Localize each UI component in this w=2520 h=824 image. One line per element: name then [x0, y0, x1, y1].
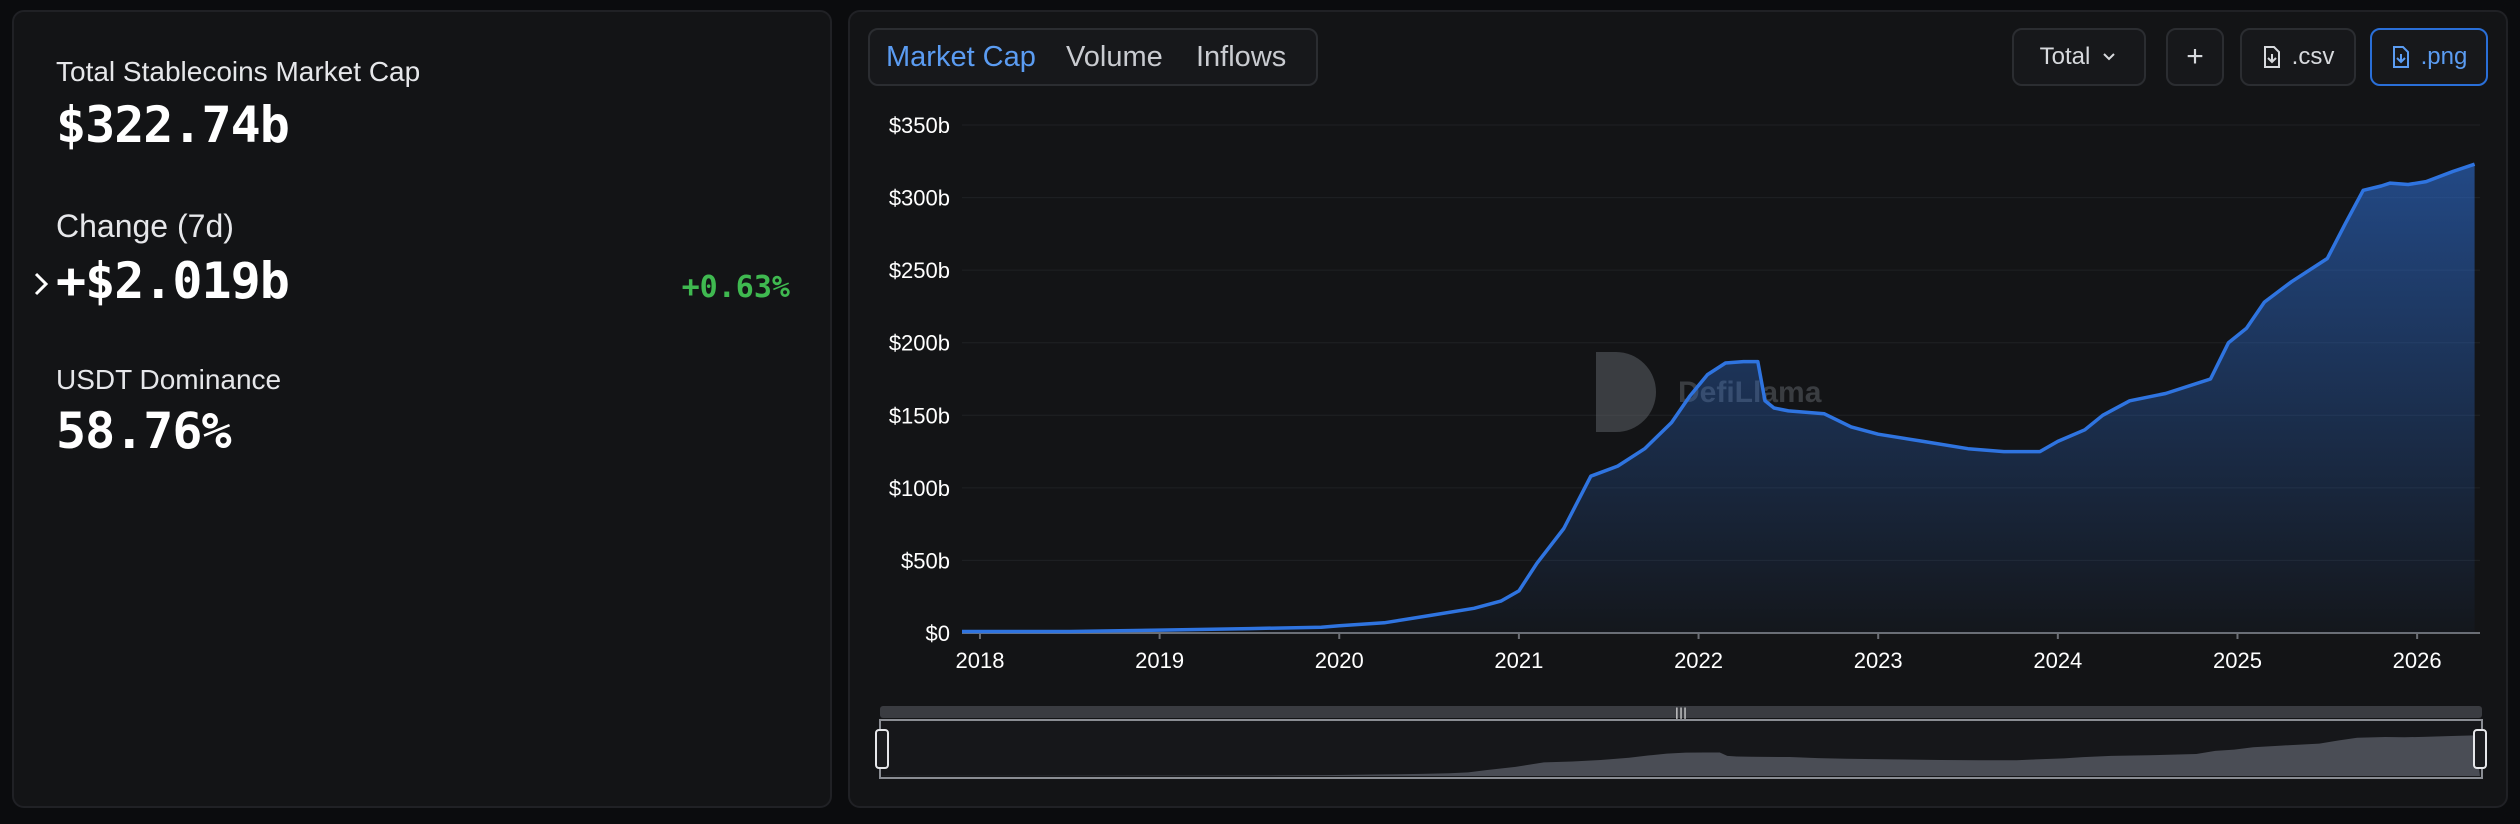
x-tick-label: 2026 — [2393, 648, 2442, 673]
y-tick-label: $150b — [889, 403, 950, 428]
slider-track[interactable] — [880, 706, 2482, 718]
market-cap-area — [962, 164, 2475, 633]
y-axis: $0 $50b $100b $150b $200b $250b $300b $350b — [889, 113, 950, 646]
png-label: .png — [2420, 43, 2468, 70]
change-percent-badge: +0.63% — [681, 270, 790, 305]
tab-market-cap[interactable]: Market Cap — [886, 41, 1036, 73]
png-download-button[interactable]: .png — [2370, 28, 2488, 86]
chart-panel: Market Cap Volume Inflows Total + .csv .… — [848, 10, 2508, 808]
market-cap-chart[interactable]: $0 $50b $100b $150b $200b $250b $300b $350b 201… — [850, 12, 2506, 806]
defillama-logo-icon — [1596, 352, 1656, 432]
x-tick-label: 2018 — [955, 648, 1004, 673]
chevron-down-icon — [2103, 53, 2116, 61]
chart-tabs: Market Cap Volume Inflows — [868, 28, 1318, 86]
x-tick-label: 2024 — [2033, 648, 2082, 673]
x-tick-label: 2020 — [1315, 648, 1364, 673]
x-tick-label: 2021 — [1494, 648, 1543, 673]
dominance-label: USDT Dominance — [56, 364, 282, 395]
change-value: +$2.019b — [56, 252, 290, 310]
market-cap-line — [962, 162, 2476, 634]
y-tick-label: $300b — [889, 186, 950, 211]
slider-preview-area — [882, 735, 2480, 776]
add-button[interactable]: + — [2166, 28, 2224, 86]
range-slider[interactable]: ||| — [875, 706, 2487, 779]
file-download-icon — [2392, 46, 2409, 68]
csv-label: .csv — [2291, 43, 2335, 70]
x-tick-label: 2023 — [1854, 648, 1903, 673]
chevron-right-icon[interactable] — [26, 264, 56, 304]
tab-volume[interactable]: Volume — [1066, 41, 1163, 73]
change-label: Change (7d) — [56, 208, 234, 244]
total-select[interactable]: Total — [2012, 28, 2146, 86]
tab-inflows[interactable]: Inflows — [1196, 41, 1287, 73]
stats-panel: Total Stablecoins Market Cap $322.74b Ch… — [12, 10, 832, 808]
drag-grip-icon[interactable]: ||| — [1675, 706, 1687, 720]
x-tick-label: 2022 — [1674, 648, 1723, 673]
slider-left-handle[interactable] — [875, 729, 889, 769]
y-tick-label: $200b — [889, 331, 950, 356]
total-select-label: Total — [2039, 43, 2091, 70]
slider-right-handle[interactable] — [2473, 729, 2487, 769]
y-tick-label: $350b — [889, 113, 950, 138]
x-tick-label: 2025 — [2213, 648, 2262, 673]
market-cap-value: $322.74b — [56, 96, 290, 154]
x-tick-label: 2019 — [1135, 648, 1184, 673]
file-download-icon — [2263, 46, 2280, 68]
x-axis: 2018 2019 2020 2021 2022 2023 2024 2025 2026 — [955, 633, 2442, 673]
plus-icon: + — [2186, 40, 2204, 73]
dominance-value: 58.76% — [56, 402, 232, 460]
market-cap-label: Total Stablecoins Market Cap — [56, 56, 421, 87]
y-tick-label: $0 — [926, 621, 950, 646]
y-tick-label: $250b — [889, 258, 950, 283]
y-tick-label: $100b — [889, 476, 950, 501]
y-tick-label: $50b — [901, 548, 950, 573]
csv-download-button[interactable]: .csv — [2240, 28, 2356, 86]
